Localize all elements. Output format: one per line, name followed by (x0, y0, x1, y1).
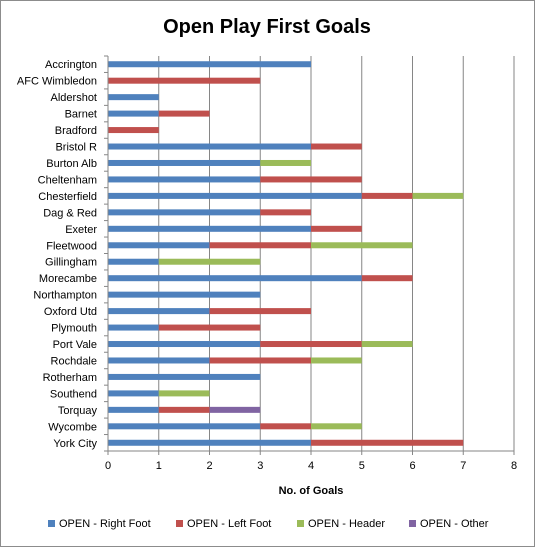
category-label: Barnet (65, 109, 97, 121)
bar-segment (260, 423, 311, 430)
category-label: Southend (50, 388, 97, 400)
category-label: Dag & Red (43, 207, 97, 219)
bar-segment (108, 275, 362, 282)
bar-segment (361, 341, 413, 348)
bar-segment (361, 275, 413, 282)
bar-segment (108, 94, 159, 101)
bar-segment (108, 439, 311, 446)
legend-swatch (176, 520, 183, 527)
category-label: Exeter (65, 224, 97, 236)
x-tick-label: 1 (156, 460, 162, 472)
x-tick-label: 7 (460, 460, 466, 472)
category-label: Port Vale (53, 339, 97, 351)
bar-segment (108, 209, 261, 216)
x-tick-label: 3 (257, 460, 263, 472)
bar-segment (311, 423, 362, 430)
bar-segment (209, 406, 261, 413)
chart-title: Open Play First Goals (163, 16, 371, 38)
bar-segment (108, 110, 159, 117)
category-label: Cheltenham (38, 174, 97, 186)
legend: OPEN - Right Foot OPEN - Left Foot OPEN - … (48, 518, 489, 530)
category-label: Gillingham (45, 257, 97, 269)
bar-segment (209, 357, 311, 364)
bar-segment (108, 159, 261, 166)
x-tick-label: 5 (359, 460, 365, 472)
bar-segment (260, 209, 311, 216)
bar-segment (260, 176, 362, 183)
bar-segment (108, 308, 210, 315)
legend-label: OPEN - Left Foot (187, 518, 271, 530)
bar-segment (311, 439, 464, 446)
bar-segment (311, 242, 413, 249)
x-tick-label: 2 (206, 460, 212, 472)
x-axis-title: No. of Goals (279, 485, 344, 497)
category-labels: Accrington AFC Wimbledon Aldershot Barnet Br… (17, 59, 98, 450)
bar-segment (311, 225, 362, 232)
bar-segment (158, 258, 261, 265)
legend-swatch (48, 520, 55, 527)
legend-label: OPEN - Header (308, 518, 385, 530)
bar-segment (108, 324, 159, 331)
category-label: Northampton (33, 290, 97, 302)
bar-segment (108, 242, 210, 249)
bar-segment (108, 77, 261, 84)
bar-segment (158, 390, 210, 397)
category-label: York City (53, 438, 97, 450)
bar-segment (108, 127, 159, 134)
bar-segment (108, 423, 261, 430)
bar-segment (108, 143, 311, 150)
bar-segment (412, 192, 464, 199)
bar-segment (108, 357, 210, 364)
category-label: Aldershot (51, 92, 97, 104)
category-label: AFC Wimbledon (17, 76, 97, 88)
category-label: Bristol R (55, 142, 97, 154)
bar-segment (311, 357, 362, 364)
bar-segment (260, 159, 311, 166)
category-label: Wycombe (48, 421, 97, 433)
legend-label: OPEN - Right Foot (59, 518, 151, 530)
legend-label: OPEN - Other (420, 518, 489, 530)
category-label: Chesterfield (38, 191, 97, 203)
x-tick-labels: 0 1 2 3 4 5 6 7 8 (105, 460, 517, 472)
category-label: Oxford Utd (44, 306, 97, 318)
category-label: Accrington (45, 59, 97, 71)
x-tick-label: 6 (409, 460, 415, 472)
category-label: Rochdale (51, 355, 97, 367)
bar-segment (108, 341, 261, 348)
bar-segment (158, 324, 261, 331)
bar-segment (311, 143, 362, 150)
category-label: Torquay (58, 405, 98, 417)
bar-segment (361, 192, 413, 199)
category-label: Fleetwood (46, 240, 97, 252)
bar-segment (108, 406, 159, 413)
legend-swatch (297, 520, 304, 527)
bar-segment (158, 406, 210, 413)
category-label: Bradford (55, 125, 97, 137)
bars (108, 61, 464, 446)
bar-segment (108, 390, 159, 397)
bar-segment (260, 341, 362, 348)
category-label: Morecambe (39, 273, 97, 285)
x-tick-label: 8 (511, 460, 517, 472)
legend-swatch (409, 520, 416, 527)
axes (104, 55, 515, 455)
gridlines (158, 56, 515, 451)
bar-segment (108, 61, 311, 68)
x-tick-label: 4 (308, 460, 314, 472)
bar-segment (209, 242, 311, 249)
x-tick-label: 0 (105, 460, 111, 472)
bar-segment (108, 291, 261, 298)
bar-segment (108, 225, 311, 232)
bar-segment (108, 192, 362, 199)
category-label: Burton Alb (46, 158, 97, 170)
bar-segment (108, 176, 261, 183)
bar-segment (209, 308, 311, 315)
bar-segment (108, 373, 261, 380)
bar-segment (158, 110, 210, 117)
category-label: Rotherham (43, 372, 97, 384)
category-label: Plymouth (51, 323, 97, 335)
bar-segment (108, 258, 159, 265)
